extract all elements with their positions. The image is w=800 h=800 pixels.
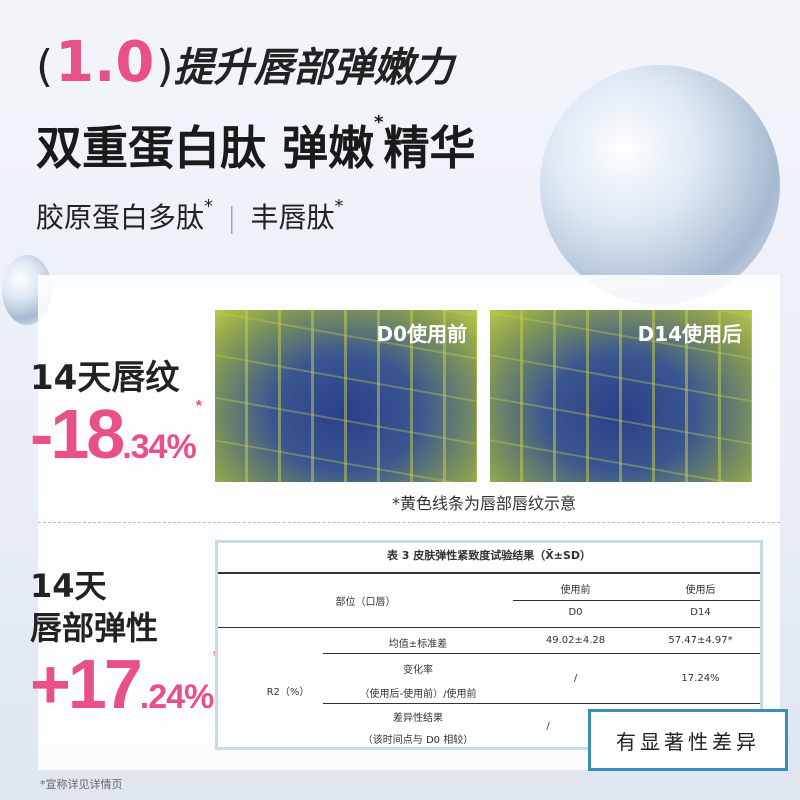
headline-number: 1.0 <box>55 30 155 95</box>
ingredients: 胶原蛋白多肽* | 丰唇肽* <box>36 196 343 236</box>
water-bubble-image <box>540 65 780 305</box>
ingredient-b: 丰唇肽 <box>250 201 335 234</box>
title-text: 双重蛋白肽 弹嫩 <box>36 121 375 175</box>
ingredient-a: 胶原蛋白多肽 <box>36 201 205 234</box>
wrinkle-dec: .34% <box>122 428 196 466</box>
wrinkle-stat: -18.34% * <box>30 395 210 473</box>
wrinkle-main: 18 <box>50 395 125 473</box>
header-part: 部位（口唇） <box>335 597 396 608</box>
title-sup: * <box>374 112 384 133</box>
row3-label-1: 差异性结果 <box>393 713 443 724</box>
row1-label: 均值±标准差 <box>388 639 448 650</box>
significance-badge: 有显著性差异 <box>588 709 788 771</box>
row3-before: / <box>546 721 550 732</box>
headline: ( 1.0 ) 提升唇部弹嫩力 <box>36 30 454 95</box>
paren-close: ) <box>156 41 174 92</box>
metric-label: R2（%） <box>266 687 310 698</box>
row2-after: 17.24% <box>681 673 720 684</box>
after-photo: D14使用后 <box>490 310 752 482</box>
header-d0: D0 <box>568 607 583 618</box>
header-before: 使用前 <box>560 585 591 596</box>
table-caption: 表 3 皮肤弹性紧致度试验结果（X̄±SD） <box>386 549 592 562</box>
wrinkle-sign: - <box>30 395 53 473</box>
footnote: *宣称详见详情页 <box>40 778 123 791</box>
paren-open: ( <box>36 41 54 92</box>
elasticity-label-1: 14天 <box>30 567 107 605</box>
header-after: 使用后 <box>685 585 716 596</box>
wrinkle-ast: * <box>195 398 202 415</box>
after-tag: D14使用后 <box>637 322 742 346</box>
product-title: 双重蛋白肽 弹嫩*精华 <box>36 112 475 178</box>
elasticity-dec: .24% <box>139 678 214 716</box>
separator: | <box>227 201 237 234</box>
row2-label-2: （使用后-使用前）/使用前 <box>359 689 477 700</box>
ingredient-a-sup: * <box>204 196 214 217</box>
elasticity-block: 14天 唇部弹性 +17.24%* <box>30 565 220 723</box>
row2-label-1: 变化率 <box>403 665 433 676</box>
row1-before: 49.02±4.28 <box>545 635 606 646</box>
elasticity-label-2: 唇部弹性 <box>30 609 159 647</box>
ingredient-b-sup: * <box>334 196 344 217</box>
before-photo: D0使用前 <box>215 310 477 482</box>
elasticity-main: 17 <box>67 645 143 723</box>
before-tag: D0使用前 <box>376 322 467 346</box>
photo-note: *黄色线条为唇部唇纹示意 <box>392 494 577 513</box>
header-d14: D14 <box>690 607 711 618</box>
wrinkle-label: 14天唇纹 <box>30 358 180 398</box>
elasticity-stat: +17.24%* <box>30 645 220 723</box>
row1-after: 57.47±4.97* <box>668 635 733 646</box>
headline-text: 提升唇部弹嫩力 <box>173 45 454 91</box>
row2-before: / <box>573 673 578 684</box>
row3-label-2: （该时间点与 D0 相较） <box>362 735 474 746</box>
elasticity-sign: + <box>30 645 71 723</box>
divider <box>38 522 780 523</box>
title-tail: 精华 <box>383 121 476 175</box>
wrinkle-block: 14天唇纹 -18.34% * <box>30 350 210 469</box>
